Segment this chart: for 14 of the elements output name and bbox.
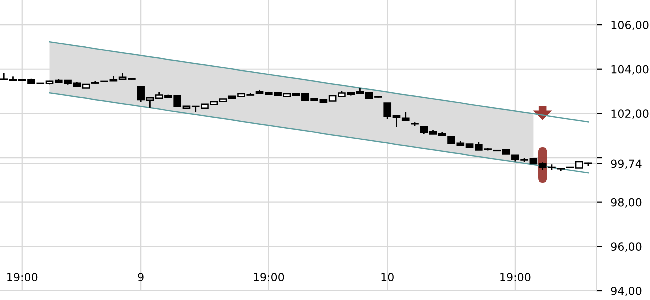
line-series (49, 41, 590, 123)
y-tick-label: 98,00 (611, 198, 642, 208)
y-tick-label: 106,00 (612, 21, 649, 31)
y-tick-label: 102,00 (612, 110, 649, 120)
line-series (49, 92, 590, 174)
x-tick-label: 19:00 (254, 273, 284, 282)
y-tick-label: 94,00 (611, 286, 642, 297)
x-tick-label: 19:00 (8, 273, 38, 282)
x-tick-label: 9 (138, 273, 144, 282)
x-tick-label: 10 (382, 273, 394, 282)
y-tick-label: 96,00 (611, 242, 642, 252)
x-tick-label: 19:00 (500, 273, 531, 282)
y-tick-label: 99,74 (611, 160, 642, 170)
y-tick-label: 104,00 (612, 65, 649, 75)
